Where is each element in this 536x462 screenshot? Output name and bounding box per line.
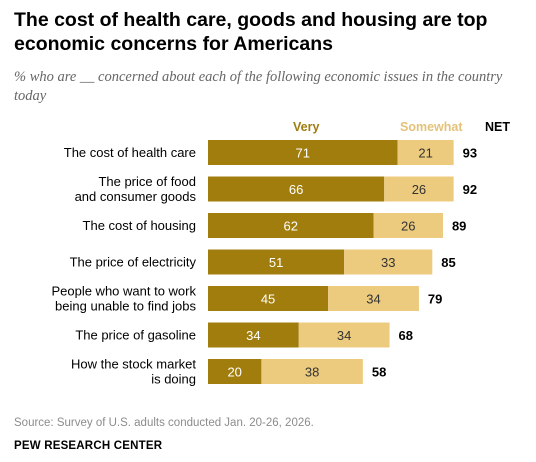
bar-very — [208, 213, 374, 238]
value-label-very: 66 — [289, 182, 303, 197]
net-value-label: 58 — [372, 365, 386, 380]
legend-net: NET — [485, 120, 510, 134]
bar-somewhat — [298, 322, 390, 348]
bar-very — [208, 322, 299, 348]
value-label-somewhat: 33 — [381, 255, 395, 270]
value-label-very: 62 — [284, 219, 298, 234]
net-value-label: 93 — [463, 146, 477, 161]
category-label: The cost of health care — [64, 145, 196, 160]
value-label-very: 45 — [261, 292, 275, 307]
category-label: People who want to work being unable to f… — [51, 284, 196, 314]
legend-somewhat: Somewhat — [400, 120, 463, 134]
value-label-somewhat: 21 — [418, 146, 432, 161]
bar-somewhat — [344, 249, 433, 275]
category-label: The price of gasoline — [75, 328, 196, 343]
net-value-label: 89 — [452, 219, 466, 234]
value-label-somewhat: 34 — [337, 328, 351, 343]
chart-title: The cost of health care, goods and housi… — [14, 9, 488, 55]
category-label: The cost of housing — [83, 218, 196, 233]
category-label: The price of electricity — [70, 255, 197, 270]
value-label-somewhat: 34 — [366, 292, 380, 307]
bar-somewhat — [373, 213, 443, 238]
value-label-very: 71 — [296, 146, 310, 161]
bar-somewhat — [328, 286, 419, 311]
net-value-label: 92 — [463, 182, 477, 197]
bar-somewhat — [261, 359, 363, 384]
net-value-label: 85 — [441, 255, 455, 270]
credit-line: PEW RESEARCH CENTER — [14, 440, 163, 452]
bar-very — [208, 359, 262, 384]
value-label-very: 34 — [246, 328, 260, 343]
stacked-bar-chart: The cost of health care 71 21 93 The price o… — [51, 140, 477, 387]
bar-somewhat — [384, 176, 454, 202]
net-value-label: 68 — [399, 328, 413, 343]
category-label: How the stock market is doing — [71, 357, 196, 387]
category-label: The price of food and consumer goods — [75, 174, 197, 204]
legend-very: Very — [293, 120, 320, 134]
bar-very — [208, 140, 398, 165]
bar-very — [208, 249, 345, 275]
chart-subtitle: % who are __ concerned about each of the… — [14, 69, 503, 104]
source-note: Source: Survey of U.S. adults conducted … — [14, 417, 314, 429]
bar-very — [208, 286, 329, 311]
bar-very — [208, 176, 385, 202]
value-label-very: 20 — [227, 365, 241, 380]
net-value-label: 79 — [428, 292, 442, 307]
value-label-very: 51 — [269, 255, 283, 270]
value-label-somewhat: 26 — [412, 182, 426, 197]
value-label-somewhat: 38 — [305, 365, 319, 380]
bar-somewhat — [397, 140, 454, 165]
value-label-somewhat: 26 — [401, 219, 415, 234]
